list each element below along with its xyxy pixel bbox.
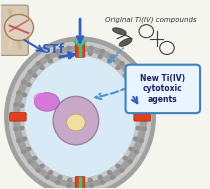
Circle shape: [35, 168, 41, 173]
Circle shape: [67, 51, 72, 56]
Circle shape: [97, 54, 103, 59]
Circle shape: [134, 80, 139, 84]
Circle shape: [16, 91, 21, 95]
Circle shape: [133, 92, 138, 97]
Circle shape: [143, 114, 148, 119]
Text: Original Ti(IV) compounds: Original Ti(IV) compounds: [105, 17, 196, 23]
Circle shape: [66, 46, 71, 50]
Circle shape: [22, 92, 27, 97]
Circle shape: [110, 175, 115, 180]
Ellipse shape: [119, 38, 132, 46]
Circle shape: [19, 125, 25, 130]
Circle shape: [127, 70, 133, 74]
Circle shape: [48, 59, 53, 64]
Circle shape: [21, 80, 26, 84]
Circle shape: [110, 54, 115, 59]
Circle shape: [134, 149, 139, 154]
Ellipse shape: [18, 50, 142, 184]
Text: STf: STf: [42, 43, 65, 56]
FancyBboxPatch shape: [75, 42, 85, 57]
Circle shape: [77, 184, 83, 189]
Circle shape: [35, 61, 41, 66]
Circle shape: [89, 183, 94, 188]
Circle shape: [55, 180, 60, 185]
FancyBboxPatch shape: [0, 5, 28, 55]
Circle shape: [123, 73, 128, 78]
Circle shape: [57, 175, 63, 180]
Circle shape: [4, 14, 33, 40]
Circle shape: [123, 156, 128, 161]
Circle shape: [39, 65, 45, 70]
FancyBboxPatch shape: [10, 113, 26, 121]
Ellipse shape: [53, 96, 99, 145]
Circle shape: [107, 59, 112, 64]
Circle shape: [88, 178, 93, 183]
Circle shape: [139, 138, 144, 143]
Circle shape: [66, 183, 71, 188]
Ellipse shape: [113, 28, 126, 35]
Circle shape: [89, 46, 94, 50]
Circle shape: [100, 180, 105, 185]
Circle shape: [115, 65, 121, 70]
Circle shape: [32, 156, 38, 161]
Circle shape: [12, 114, 17, 119]
Circle shape: [39, 164, 45, 168]
Circle shape: [135, 125, 141, 130]
Circle shape: [13, 102, 18, 107]
Circle shape: [115, 164, 121, 168]
Ellipse shape: [33, 93, 48, 104]
Circle shape: [139, 91, 144, 95]
Circle shape: [26, 146, 32, 151]
Circle shape: [55, 49, 60, 54]
Circle shape: [28, 70, 33, 74]
Circle shape: [97, 175, 103, 180]
Circle shape: [88, 51, 93, 56]
Text: New Ti(IV)
cytotoxic
agents: New Ti(IV) cytotoxic agents: [140, 74, 185, 104]
Circle shape: [48, 170, 53, 175]
Circle shape: [142, 127, 147, 131]
Ellipse shape: [67, 114, 85, 131]
Circle shape: [21, 149, 26, 154]
Ellipse shape: [34, 93, 59, 111]
Circle shape: [77, 50, 83, 55]
Circle shape: [142, 102, 147, 107]
Circle shape: [32, 73, 38, 78]
Circle shape: [28, 159, 33, 164]
Circle shape: [13, 127, 18, 131]
Circle shape: [129, 82, 134, 87]
Circle shape: [45, 54, 50, 59]
Circle shape: [18, 114, 24, 119]
Circle shape: [135, 103, 141, 108]
Circle shape: [127, 159, 133, 164]
FancyBboxPatch shape: [134, 113, 150, 121]
Circle shape: [100, 49, 105, 54]
Circle shape: [77, 45, 83, 50]
Circle shape: [77, 179, 83, 184]
Circle shape: [119, 61, 125, 66]
Circle shape: [136, 114, 142, 119]
FancyBboxPatch shape: [75, 177, 85, 189]
Circle shape: [22, 136, 27, 141]
Circle shape: [67, 178, 72, 183]
Circle shape: [107, 170, 112, 175]
Circle shape: [16, 138, 21, 143]
Circle shape: [119, 168, 125, 173]
FancyBboxPatch shape: [126, 65, 200, 113]
Circle shape: [57, 54, 63, 59]
Circle shape: [26, 82, 32, 87]
Circle shape: [45, 175, 50, 180]
Circle shape: [129, 146, 134, 151]
Circle shape: [133, 136, 138, 141]
Circle shape: [19, 103, 25, 108]
